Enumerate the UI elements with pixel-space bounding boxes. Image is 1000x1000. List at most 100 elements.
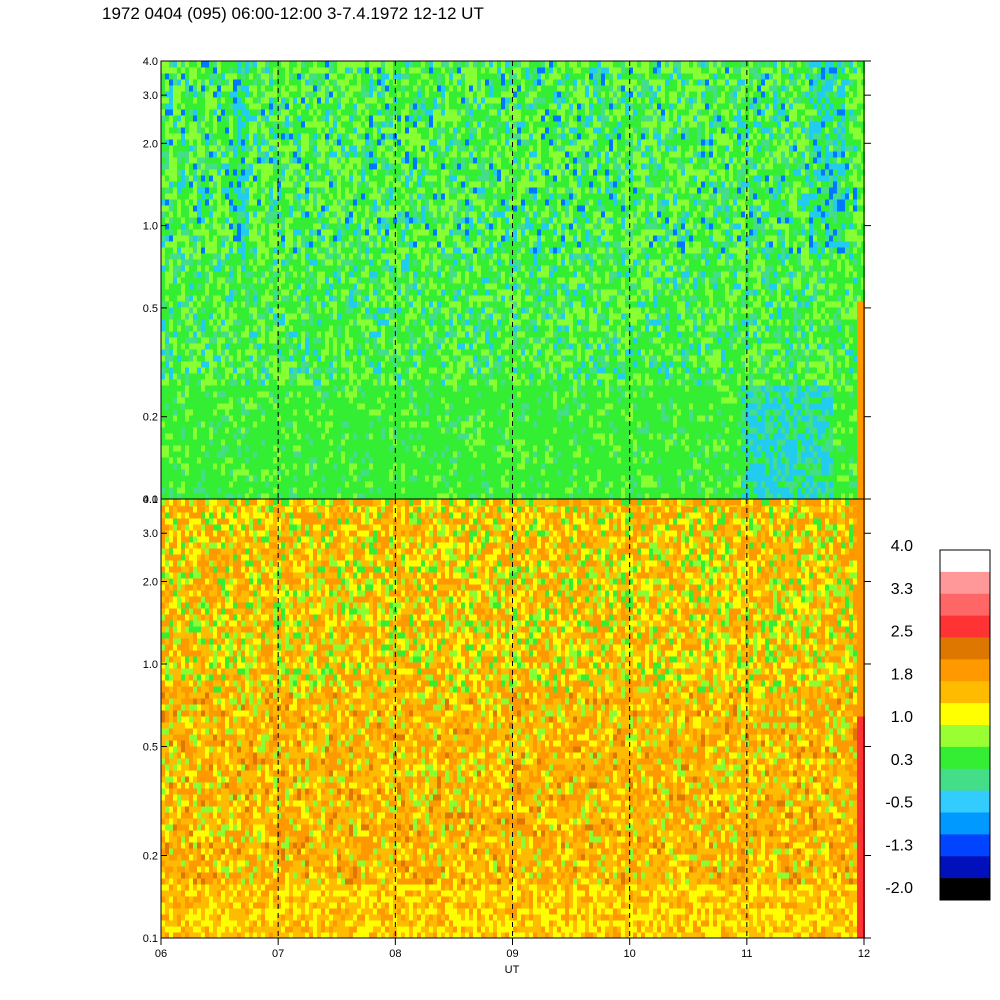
- heat-cell: [293, 163, 297, 170]
- heat-cell: [241, 271, 245, 278]
- heat-cell: [353, 193, 357, 200]
- heat-cell: [293, 475, 297, 482]
- heat-cell: [281, 289, 285, 296]
- heat-cell: [201, 349, 205, 356]
- heat-cell: [273, 139, 277, 146]
- heat-cell: [369, 175, 373, 182]
- heat-cell: [241, 385, 245, 392]
- heat-cell: [421, 385, 425, 392]
- heat-cell: [341, 283, 345, 290]
- heat-cell: [313, 367, 317, 374]
- heat-cell: [265, 109, 269, 116]
- heat-cell: [205, 295, 209, 302]
- heat-cell: [381, 391, 385, 398]
- heat-cell: [401, 421, 405, 428]
- heat-cell: [217, 79, 221, 86]
- heat-cell: [217, 361, 221, 368]
- heat-cell: [205, 325, 209, 332]
- heat-cell: [177, 139, 181, 146]
- heat-cell: [357, 439, 361, 446]
- heat-cell: [161, 199, 165, 206]
- heat-cell: [241, 187, 245, 194]
- heat-cell: [221, 421, 225, 428]
- heat-cell: [325, 367, 329, 374]
- heat-cell: [357, 121, 361, 128]
- heat-cell: [401, 433, 405, 440]
- heat-cell: [417, 427, 421, 434]
- heat-cell: [361, 355, 365, 362]
- heat-cell: [197, 193, 201, 200]
- heat-cell: [217, 259, 221, 266]
- heat-cell: [305, 469, 309, 476]
- heat-cell: [341, 253, 345, 260]
- heat-cell: [321, 61, 325, 68]
- heat-cell: [217, 253, 221, 260]
- heat-cell: [261, 463, 265, 470]
- heat-cell: [421, 301, 425, 308]
- heat-cell: [341, 169, 345, 176]
- heat-cell: [341, 463, 345, 470]
- heat-cell: [201, 139, 205, 146]
- heat-cell: [193, 259, 197, 266]
- heat-cell: [197, 379, 201, 386]
- heat-cell: [285, 427, 289, 434]
- heat-cell: [205, 229, 209, 236]
- heat-cell: [185, 409, 189, 416]
- heat-cell: [253, 229, 257, 236]
- heat-cell: [253, 79, 257, 86]
- heat-cell: [417, 241, 421, 248]
- heat-cell: [269, 79, 273, 86]
- heat-cell: [365, 115, 369, 122]
- heat-cell: [205, 145, 209, 152]
- heat-cell: [201, 163, 205, 170]
- heat-cell: [217, 415, 221, 422]
- heat-cell: [189, 211, 193, 218]
- heat-cell: [185, 271, 189, 278]
- heat-cell: [413, 145, 417, 152]
- heat-cell: [257, 445, 261, 452]
- heat-cell: [409, 229, 413, 236]
- heat-cell: [429, 373, 433, 380]
- heat-cell: [257, 313, 261, 320]
- heat-cell: [197, 253, 201, 260]
- heat-cell: [209, 295, 213, 302]
- heat-cell: [181, 397, 185, 404]
- heat-cell: [193, 469, 197, 476]
- heat-cell: [169, 163, 173, 170]
- heat-cell: [209, 223, 213, 230]
- heat-cell: [313, 283, 317, 290]
- heat-cell: [345, 199, 349, 206]
- heat-cell: [289, 169, 293, 176]
- heat-cell: [213, 187, 217, 194]
- heat-cell: [293, 73, 297, 80]
- heat-cell: [389, 307, 393, 314]
- heat-cell: [237, 355, 241, 362]
- heat-cell: [413, 421, 417, 428]
- heat-cell: [161, 397, 165, 404]
- heat-cell: [217, 67, 221, 74]
- heat-cell: [373, 187, 377, 194]
- heat-cell: [165, 115, 169, 122]
- heat-cell: [313, 379, 317, 386]
- heat-cell: [293, 451, 297, 458]
- heat-cell: [425, 439, 429, 446]
- heat-cell: [381, 151, 385, 158]
- heat-cell: [369, 85, 373, 92]
- heat-cell: [229, 439, 233, 446]
- heat-cell: [337, 301, 341, 308]
- heat-cell: [165, 277, 169, 284]
- heat-cell: [413, 79, 417, 86]
- heat-cell: [189, 481, 193, 488]
- heat-cell: [185, 475, 189, 482]
- heat-cell: [313, 385, 317, 392]
- heat-cell: [169, 385, 173, 392]
- heat-cell: [329, 289, 333, 296]
- heat-cell: [405, 487, 409, 494]
- heat-cell: [293, 217, 297, 224]
- heat-cell: [217, 295, 221, 302]
- heat-cell: [361, 403, 365, 410]
- heat-cell: [181, 199, 185, 206]
- heat-cell: [265, 241, 269, 248]
- heat-cell: [197, 451, 201, 458]
- heat-cell: [313, 217, 317, 224]
